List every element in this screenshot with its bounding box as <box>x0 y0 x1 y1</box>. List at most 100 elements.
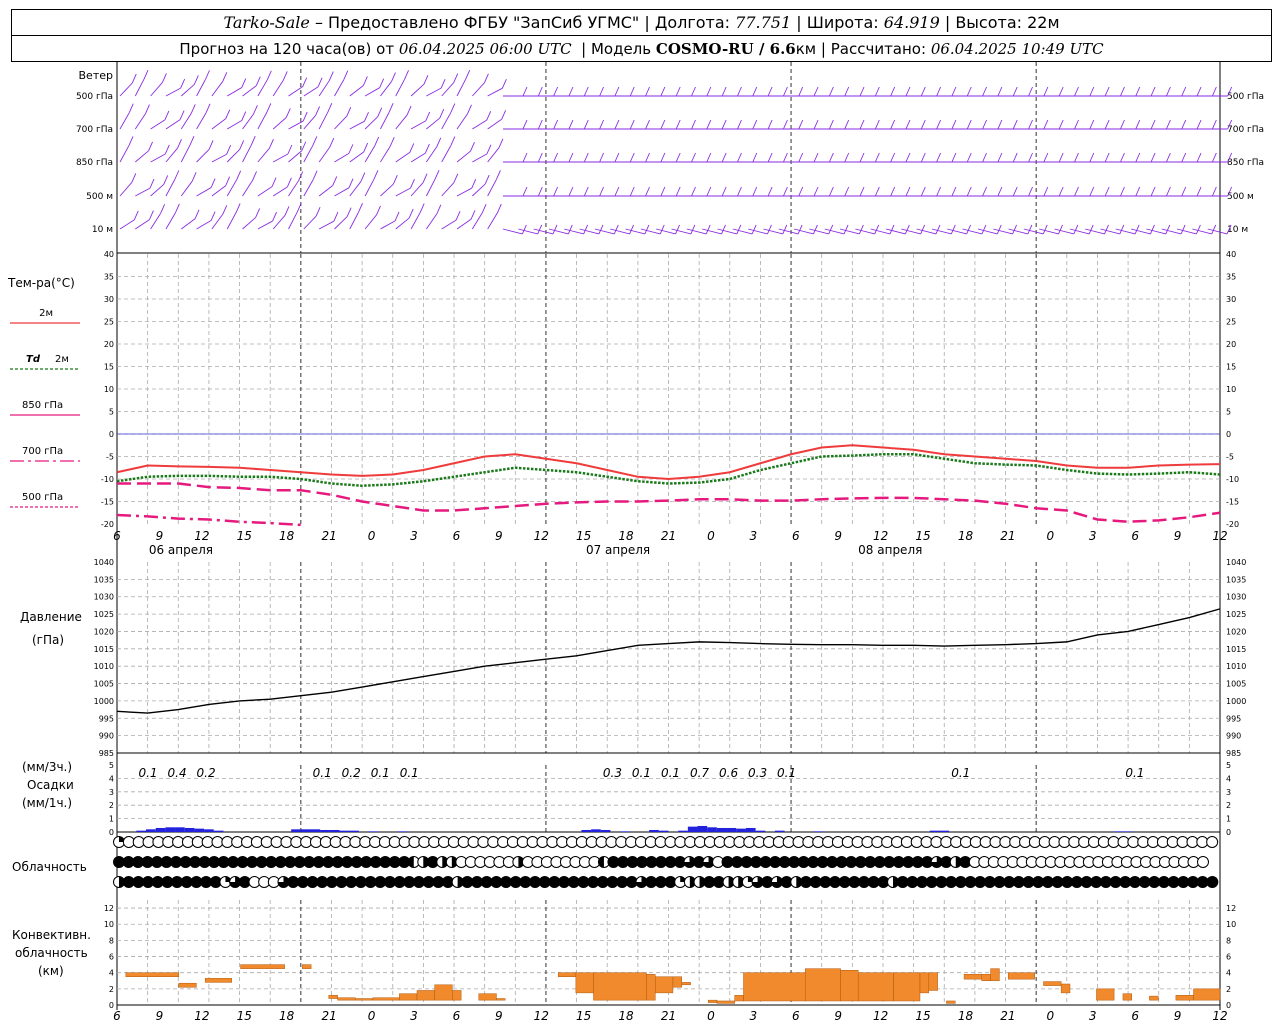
precip-bar <box>697 825 708 832</box>
wind-barb <box>211 185 226 197</box>
conv-bar <box>646 974 656 1001</box>
bottom-time-tick: 15 <box>576 1009 591 1023</box>
wind-barb <box>119 145 130 163</box>
wind-barb <box>334 79 345 97</box>
wind-barb-flag <box>145 104 150 114</box>
wind-barb-flag <box>1196 86 1202 97</box>
wind-barb-flag <box>312 136 318 146</box>
conv-bar <box>399 993 418 1001</box>
time-tick-label: 15 <box>915 529 930 543</box>
wind-barb <box>318 220 335 230</box>
temp-tick-left: 40 <box>104 250 114 259</box>
wind-barb <box>456 187 472 197</box>
wind-barb <box>962 228 983 235</box>
wind-barb-flag <box>190 104 196 114</box>
wind-barb <box>456 78 467 97</box>
wind-label: Ветер <box>79 69 113 82</box>
precip-bar <box>939 830 950 832</box>
cloud-half <box>457 876 464 888</box>
t700-legend-label: 700 гПа <box>22 446 63 457</box>
wind-barb-flag <box>981 224 987 235</box>
temp-tick-right: 5 <box>1226 408 1231 417</box>
wind-barb <box>487 118 502 130</box>
cloud-symbol <box>751 876 764 888</box>
wind-barb-flag <box>721 86 727 97</box>
bottom-time-tick: 18 <box>958 1009 974 1023</box>
wind-barb <box>977 228 998 235</box>
wind-barb-flag <box>645 152 650 163</box>
wind-barb <box>303 115 316 130</box>
wind-barb-flag <box>180 78 186 89</box>
wind-barb-flag <box>783 186 788 197</box>
wind-barb <box>1130 228 1151 235</box>
pressure-tick-left: 995 <box>99 714 114 723</box>
wind-barb-flag <box>691 186 696 197</box>
pressure-tick-right: 1015 <box>1226 645 1246 654</box>
wind-barb-flag <box>1134 224 1140 235</box>
conv-bar <box>840 970 859 1002</box>
cloud-three-quarter <box>752 876 764 888</box>
conv-bar <box>557 972 577 977</box>
cloud-three-quarter <box>931 856 943 868</box>
bottom-time-tick: 21 <box>321 1009 336 1023</box>
pressure-tick-right: 1005 <box>1226 680 1246 689</box>
pressure-tick-right: 1040 <box>1226 558 1246 567</box>
wind-barb <box>441 112 452 130</box>
time-tick-label: 12 <box>534 529 549 543</box>
model-unit: км <box>795 39 817 58</box>
precip-bar <box>687 826 698 832</box>
wind-barb-flag <box>920 186 926 197</box>
wind-level-left: 500 гПа <box>76 92 113 102</box>
wind-barb-flag <box>1227 86 1233 97</box>
precip-bar <box>707 827 717 832</box>
wind-barb-flag <box>239 140 245 150</box>
wind-barb-flag <box>1150 152 1156 163</box>
conv-tick-left: 2 <box>109 985 114 994</box>
wind-barb-flag <box>1165 119 1171 130</box>
wind-barb <box>150 119 166 130</box>
wind-barb-flag <box>660 152 666 163</box>
wind-barb <box>425 178 436 197</box>
wind-barb-flag <box>751 224 757 235</box>
wind-barb <box>334 152 350 163</box>
wind-barb-flag <box>568 86 574 97</box>
wind-barb-flag <box>208 140 214 150</box>
wind-barb-flag <box>966 186 972 197</box>
wind-barb <box>395 187 411 197</box>
wind-barb-flag <box>362 76 368 86</box>
cloud-symbol <box>683 856 696 868</box>
wind-barb-flag <box>614 186 620 197</box>
wind-barb <box>272 153 289 163</box>
wind-barb <box>410 152 426 163</box>
wind-barb-flag <box>149 210 154 220</box>
wind-barb-flag <box>1074 119 1079 130</box>
wind-barb <box>410 83 425 97</box>
precip-bar <box>591 829 601 832</box>
conv-bar <box>1193 988 1221 1001</box>
wind-barb <box>395 79 405 97</box>
temp-tick-left: 25 <box>104 318 114 327</box>
wind-barb-flag <box>828 152 834 163</box>
wind-barb-flag <box>920 152 926 163</box>
wind-barb-flag <box>1012 119 1018 130</box>
wind-barb-flag <box>798 186 804 197</box>
wind-barb-flag <box>1043 119 1049 130</box>
wind-barb-flag <box>128 136 134 146</box>
conv-bar <box>302 964 312 969</box>
pressure-tick-right: 1000 <box>1226 697 1246 706</box>
time-tick-label: 9 <box>834 529 842 543</box>
time-tick-label: 0 <box>707 529 715 543</box>
wind-barb-flag <box>1104 152 1110 163</box>
wind-barb <box>1161 228 1182 235</box>
wind-barb-flag <box>328 71 334 81</box>
wind-barb-flag <box>645 119 650 130</box>
bottom-time-tick: 3 <box>1089 1009 1097 1023</box>
wind-barb-flag <box>828 119 834 130</box>
wind-barb-flag <box>1135 119 1141 130</box>
wind-barb-flag <box>1181 152 1187 163</box>
conv-bar <box>1007 972 1035 980</box>
wind-barb-flag <box>920 119 926 130</box>
precip-3h-value: 0.2 <box>342 766 361 780</box>
wind-barb <box>380 145 391 163</box>
wind-barb <box>288 211 298 230</box>
